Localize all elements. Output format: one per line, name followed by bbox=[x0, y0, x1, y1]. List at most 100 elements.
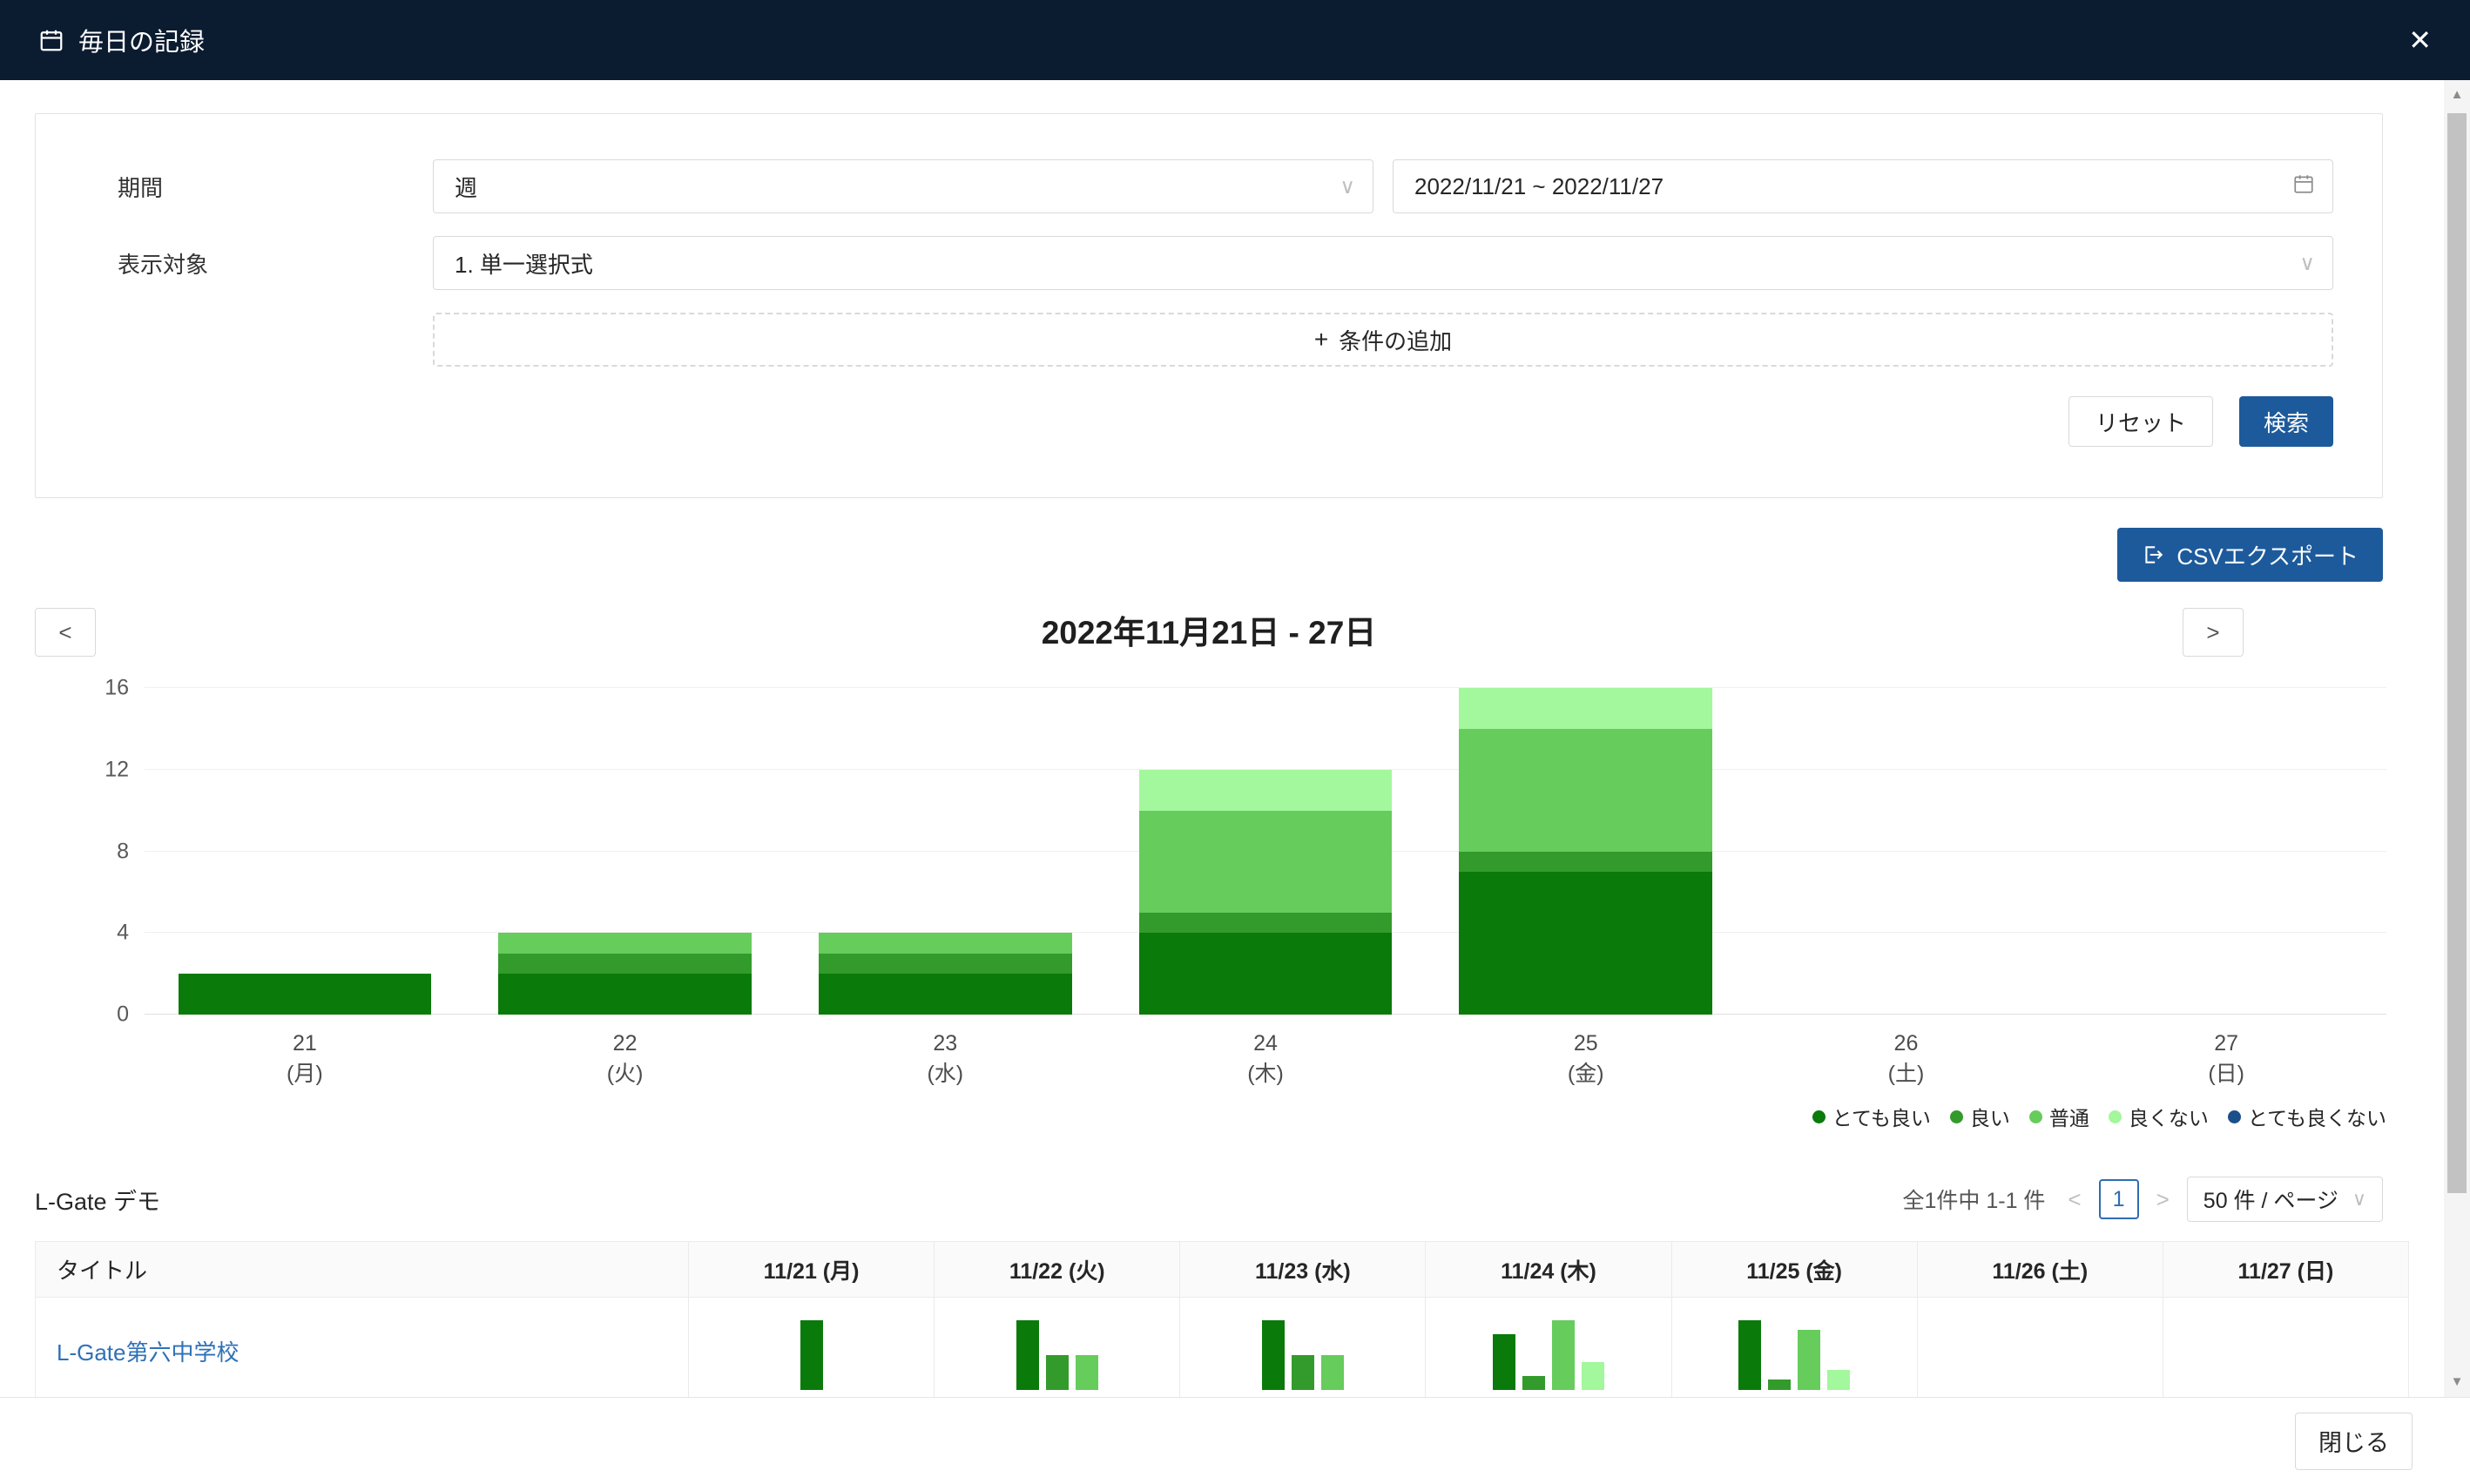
daily-record-chart: 0 4 8 12 16 21 (月) 22 (火) 23 (水) 24 (木) 25 (金) 26 (土) 27… bbox=[35, 676, 2386, 1131]
column-header-title: タイトル bbox=[35, 1241, 689, 1298]
y-axis-tick: 16 bbox=[105, 675, 129, 700]
filter-panel: 期間 週 ∨ 2022/11/21 ~ 2022/11/27 bbox=[35, 113, 2383, 498]
pagination-prev-icon[interactable]: < bbox=[2068, 1185, 2082, 1212]
x-axis-label: 25 (金) bbox=[1567, 1031, 1604, 1086]
legend-item: とても良い bbox=[1812, 1102, 1931, 1131]
row-title-link[interactable]: L-Gate第六中学校 bbox=[57, 1339, 240, 1366]
legend-dot-icon bbox=[1949, 1110, 1963, 1123]
chart-title: 2022年11月21日 - 27日 bbox=[1041, 615, 1377, 651]
mini-bar bbox=[1261, 1319, 1285, 1390]
mini-bar bbox=[800, 1319, 823, 1390]
prev-week-button[interactable]: < bbox=[35, 608, 96, 657]
period-label: 期間 bbox=[118, 174, 164, 201]
legend-item: 良くない bbox=[2108, 1102, 2209, 1131]
modal-title: 毎日の記録 bbox=[78, 29, 206, 57]
column-header-day: 11/25 (金) bbox=[1670, 1241, 1918, 1298]
period-select[interactable]: 週 ∨ bbox=[433, 159, 1373, 213]
bar-segment bbox=[1138, 933, 1393, 1015]
legend-label: 普通 bbox=[2048, 1107, 2089, 1130]
legend-dot-icon bbox=[2108, 1110, 2122, 1123]
bar-segment bbox=[498, 953, 752, 975]
chevron-down-icon: ∨ bbox=[1340, 174, 1355, 199]
legend-label: 良くない bbox=[2128, 1107, 2209, 1130]
column-header-day: 11/26 (土) bbox=[1916, 1241, 2163, 1298]
mini-bar bbox=[1492, 1333, 1515, 1390]
search-button[interactable]: 検索 bbox=[2238, 396, 2333, 447]
y-axis-tick: 4 bbox=[117, 920, 129, 945]
stacked-bar[interactable] bbox=[819, 933, 1072, 1015]
column-header-day: 11/22 (火) bbox=[934, 1241, 1181, 1298]
reset-button[interactable]: リセット bbox=[2068, 396, 2213, 447]
stacked-bar[interactable] bbox=[178, 974, 432, 1015]
legend-dot-icon bbox=[2028, 1110, 2042, 1123]
calendar-icon bbox=[38, 27, 64, 53]
chart-bar-slot bbox=[145, 688, 465, 1015]
mini-bar bbox=[1827, 1369, 1851, 1390]
modal-footer: 閉じる bbox=[0, 1397, 2470, 1484]
mini-bar bbox=[1551, 1319, 1575, 1390]
x-axis-label: 21 (月) bbox=[287, 1031, 323, 1086]
csv-export-button[interactable]: CSVエクスポート bbox=[2117, 528, 2383, 582]
legend-label: 良い bbox=[1969, 1107, 2010, 1130]
export-icon bbox=[2142, 543, 2164, 566]
legend-label: とても良くない bbox=[2247, 1107, 2386, 1130]
bar-segment bbox=[819, 933, 1072, 954]
bar-segment bbox=[498, 933, 752, 954]
x-axis-label: 27 (日) bbox=[2208, 1031, 2244, 1086]
day-cell bbox=[2162, 1297, 2410, 1397]
mini-bar bbox=[1075, 1354, 1098, 1390]
bar-segment bbox=[1459, 728, 1712, 852]
page-size-select[interactable]: 50 件 / ページ ∨ bbox=[2186, 1177, 2383, 1222]
bar-segment bbox=[1459, 851, 1712, 872]
group-title: L-Gate デモ bbox=[35, 1188, 161, 1215]
x-axis-label: 23 (水) bbox=[927, 1031, 964, 1086]
mini-bar bbox=[1738, 1319, 1762, 1390]
mini-bar bbox=[1768, 1379, 1792, 1390]
chevron-down-icon: ∨ bbox=[2352, 1188, 2366, 1210]
column-header-day: 11/24 (木) bbox=[1425, 1241, 1672, 1298]
mini-bar-chart bbox=[689, 1308, 934, 1395]
day-cell bbox=[1425, 1297, 1672, 1397]
table-row: L-Gate第六中学校 bbox=[35, 1297, 2410, 1397]
add-condition-button[interactable]: + 条件の追加 bbox=[433, 313, 2333, 367]
y-axis-tick: 0 bbox=[117, 1002, 129, 1027]
scrollbar-thumb[interactable] bbox=[2447, 113, 2467, 1193]
target-select[interactable]: 1. 単一選択式 ∨ bbox=[433, 236, 2333, 290]
day-cell bbox=[1670, 1297, 1918, 1397]
chart-bar-slot bbox=[1746, 688, 2067, 1015]
y-axis-tick: 8 bbox=[117, 839, 129, 863]
bar-segment bbox=[1138, 810, 1393, 913]
mini-bar bbox=[1291, 1354, 1314, 1390]
chart-legend: とても良い 良い 普通 良くない とても良くない bbox=[35, 1102, 2386, 1131]
stacked-bar[interactable] bbox=[498, 933, 752, 1015]
pagination-page-1[interactable]: 1 bbox=[2098, 1179, 2139, 1219]
plus-icon: + bbox=[1313, 326, 1329, 353]
day-cell bbox=[934, 1297, 1181, 1397]
day-cell bbox=[687, 1297, 935, 1397]
close-button[interactable]: 閉じる bbox=[2295, 1412, 2413, 1470]
legend-dot-icon bbox=[1812, 1110, 1826, 1123]
close-icon[interactable]: ✕ bbox=[2408, 24, 2432, 56]
bar-segment bbox=[178, 974, 432, 1015]
vertical-scrollbar[interactable]: ▲ ▼ bbox=[2444, 80, 2470, 1397]
x-axis-label: 22 (火) bbox=[606, 1031, 644, 1086]
pagination-total: 全1件中 1-1 件 bbox=[1902, 1189, 2046, 1213]
bar-segment bbox=[819, 953, 1072, 975]
legend-item: 良い bbox=[1949, 1102, 2010, 1131]
mini-bar bbox=[1016, 1319, 1039, 1390]
next-week-button[interactable]: > bbox=[2183, 608, 2244, 657]
bar-segment bbox=[1138, 769, 1393, 811]
y-axis-tick: 12 bbox=[105, 757, 129, 782]
stacked-bar[interactable] bbox=[1138, 769, 1393, 1015]
chart-x-axis: 21 (月) 22 (火) 23 (水) 24 (木) 25 (金) 26 (土) 27 (日) bbox=[145, 1029, 2386, 1089]
bar-segment bbox=[1459, 688, 1712, 729]
chart-bar-slot bbox=[785, 688, 1105, 1015]
chart-bar-slot bbox=[2066, 688, 2386, 1015]
scroll-up-icon[interactable]: ▲ bbox=[2450, 87, 2464, 102]
mini-bar bbox=[1045, 1354, 1069, 1390]
stacked-bar[interactable] bbox=[1459, 688, 1712, 1015]
pagination-next-icon[interactable]: > bbox=[2156, 1185, 2170, 1212]
mini-bar-chart bbox=[1180, 1308, 1425, 1395]
date-range-input[interactable]: 2022/11/21 ~ 2022/11/27 bbox=[1393, 159, 2333, 213]
scroll-down-icon[interactable]: ▼ bbox=[2450, 1374, 2464, 1389]
